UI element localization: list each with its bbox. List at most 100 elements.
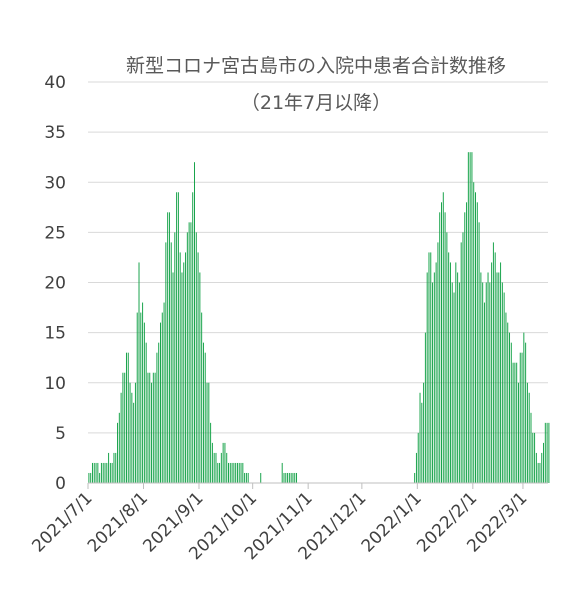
bar [446,232,448,483]
bar [414,472,416,483]
bar [154,372,156,483]
bar [510,342,512,483]
bar [217,462,219,483]
bar [483,302,485,483]
bar [451,282,453,483]
bar [159,322,161,483]
bar [505,312,507,483]
bar [129,382,131,483]
bar [281,462,283,483]
bar [229,462,231,483]
bar [428,252,430,483]
bar [90,472,92,483]
bar [480,272,482,483]
bar [136,312,138,483]
bar [432,282,434,483]
bar [455,262,457,483]
bar [131,392,133,483]
bar [206,382,208,483]
bar [109,462,111,483]
bar [163,302,165,483]
bar [215,452,217,483]
bar [224,442,226,483]
bar [202,342,204,483]
bar [111,462,113,483]
bar [185,252,187,483]
x-tick-label: 2022/1/1 [358,488,426,556]
bar [458,282,460,483]
bar [512,362,514,483]
bar [177,192,179,483]
bar [415,452,417,483]
bar [236,462,238,483]
bar [543,442,545,483]
bar [152,372,154,483]
bar [208,382,210,483]
bar [487,272,489,483]
bar [95,462,97,483]
bar [421,402,423,483]
bar [211,442,213,483]
bar [170,242,172,483]
bar [544,422,546,483]
bar [496,272,498,483]
bar [509,332,511,483]
bar [106,462,108,483]
bar [514,362,516,483]
bar [517,382,519,483]
bar [503,292,505,483]
bar [294,472,296,483]
bar [507,322,509,483]
bar [441,202,442,484]
bar [245,472,247,483]
bar [143,322,145,483]
bar [233,462,235,483]
bar [190,222,192,483]
bar [147,372,149,483]
bar [165,242,167,483]
y-tick-label: 35 [44,123,66,143]
bar [448,252,450,483]
bar [437,242,439,483]
bar [485,282,487,483]
bar [192,192,194,483]
bar [462,232,464,483]
bar [247,472,249,483]
bar [473,182,475,483]
bar [99,472,101,483]
bar [442,192,444,483]
y-tick-label: 20 [44,274,66,294]
bar [444,212,446,483]
bar [494,252,496,483]
bar [548,422,550,483]
bar [478,222,480,483]
bar [140,312,142,483]
bar [156,352,158,483]
bar [151,382,153,483]
bar [167,212,169,483]
bar [283,472,285,483]
bar [285,472,287,483]
chart-subtitle: （21年7月以降） [241,92,391,114]
bar [482,282,484,483]
bars [88,152,550,484]
bar [471,152,473,484]
bar [435,262,437,483]
bar [88,472,90,483]
bar [235,462,237,483]
bar [231,462,233,483]
bar [181,272,183,483]
y-axis-ticks: 0 5 10 15 20 25 30 35 40 [44,73,66,494]
bar [97,462,99,483]
bar [460,242,462,483]
bar [125,352,127,483]
bar [489,282,491,483]
bar [120,392,122,483]
bar [142,302,144,483]
x-axis-ticks: 2021/7/12021/8/12021/9/12021/10/12021/11… [28,483,531,564]
bar [439,212,441,483]
bar [501,282,503,483]
x-tick-label: 2021/8/1 [84,488,152,556]
bar [238,462,240,483]
